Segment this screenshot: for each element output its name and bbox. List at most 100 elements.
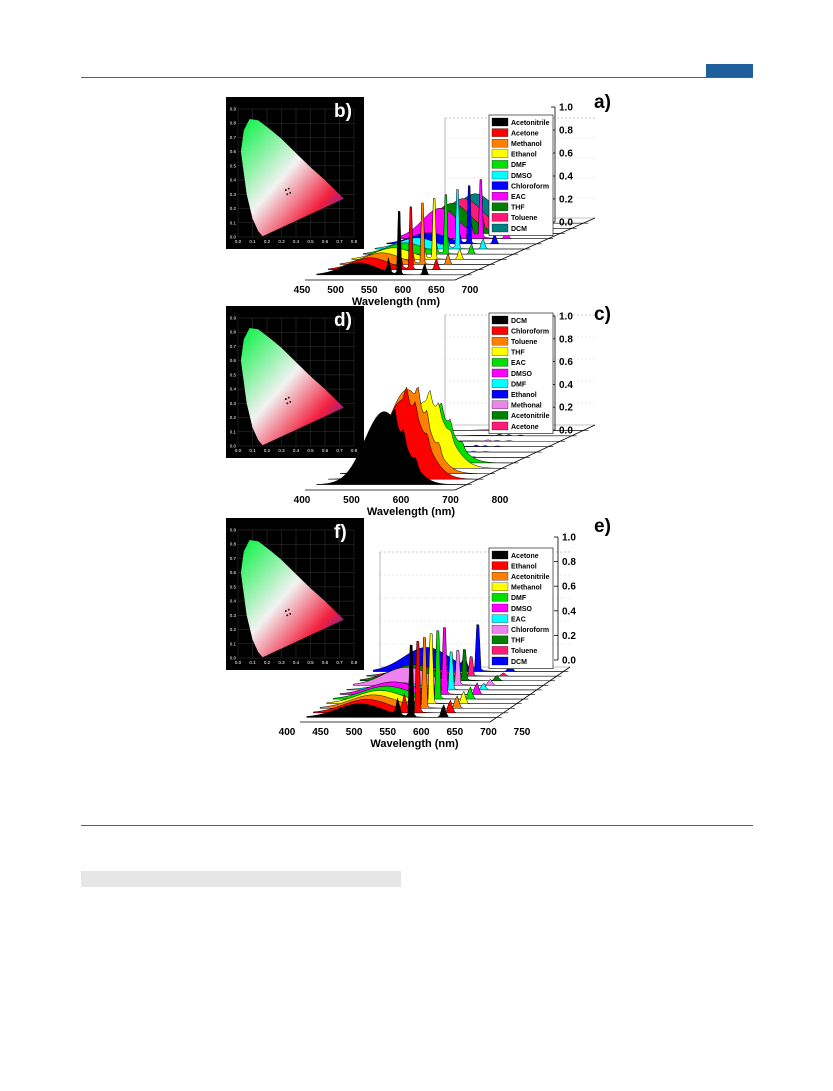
spectrum-acetone	[328, 206, 479, 270]
legend-swatch	[491, 614, 509, 623]
cie-x-tick: 0.6	[322, 448, 329, 453]
cie-y-tick: 0.9	[230, 528, 237, 533]
cie-x-tick: 0.5	[307, 448, 314, 453]
x-tick-label: 700	[480, 727, 497, 738]
spectrum-dmf	[363, 194, 514, 255]
z-tick-label: 0.2	[559, 195, 573, 206]
z-tick-label: 0.0	[562, 656, 576, 667]
footer-rule	[81, 825, 753, 826]
cie-x-tick: 0.3	[278, 448, 285, 453]
cie-point	[289, 613, 292, 615]
cie-y-tick: 0.9	[230, 316, 237, 321]
x-tick-label: 400	[279, 727, 296, 738]
x-tick-label: 600	[393, 495, 410, 506]
cie-point	[286, 614, 289, 617]
cie-y-tick: 0.0	[230, 444, 237, 449]
legend-label: DMSO	[511, 606, 533, 613]
cie-y-tick: 0.5	[230, 584, 237, 589]
legend-label: THF	[511, 205, 525, 212]
legend-label: Acetone	[511, 130, 539, 137]
legend-swatch	[491, 635, 509, 644]
cie-x-tick: 0.0	[235, 660, 242, 665]
spectrum-methanol	[339, 202, 490, 265]
legend-swatch	[491, 160, 509, 169]
x-tick-label: 800	[492, 495, 509, 506]
cie-x-tick: 0.2	[264, 448, 271, 453]
cie-x-tick: 0.8	[351, 448, 358, 453]
cie-point	[287, 396, 290, 399]
legend-swatch	[491, 400, 509, 409]
cie-x-tick: 0.5	[307, 239, 314, 244]
legend-label: DMSO	[511, 371, 533, 378]
z-tick-label: 1.0	[559, 312, 573, 323]
x-tick-label: 650	[428, 285, 445, 296]
cie-x-tick: 0.3	[278, 239, 285, 244]
legend-label: Toluene	[511, 339, 537, 346]
cie-inset: 0.0 0.1 0.2 0.3 0.4 0.5 0.6 0.7 0.8 0.0 0.1 0.2 0.3 0…	[226, 97, 364, 249]
legend-label: Acetone	[511, 424, 539, 431]
legend-swatch	[491, 192, 509, 201]
legend-swatch	[491, 411, 509, 420]
cie-point	[289, 401, 292, 403]
panel-label: a)	[594, 92, 611, 113]
panel-label: e)	[594, 516, 611, 537]
spectrum-dcm	[316, 409, 467, 485]
legend-swatch	[491, 202, 509, 211]
cie-y-tick: 0.1	[230, 429, 237, 434]
legend-swatch	[491, 368, 509, 378]
z-tick-label: 0.0	[559, 426, 573, 437]
legend-swatch	[491, 656, 509, 666]
legend-swatch	[491, 379, 509, 388]
z-tick-label: 0.2	[559, 403, 573, 414]
legend-label: Toluene	[511, 215, 537, 222]
cie-x-tick: 0.5	[307, 660, 314, 665]
z-tick-label: 1.0	[559, 103, 573, 114]
legend-label: EAC	[511, 360, 526, 367]
x-axis-title: Wavelength (nm)	[367, 506, 456, 518]
legend-label: DCM	[511, 226, 527, 233]
legend-label: DMF	[511, 595, 527, 602]
cie-x-tick: 0.4	[293, 448, 300, 453]
caption-placeholder-bar	[81, 871, 401, 887]
legend-swatch	[491, 550, 509, 560]
cie-x-tick: 0.6	[322, 660, 329, 665]
x-tick-label: 500	[346, 727, 363, 738]
cie-y-tick: 0.6	[230, 570, 237, 575]
cie-point	[289, 192, 292, 194]
spectrum-acetonitrile	[316, 210, 467, 276]
legend-label: EAC	[511, 616, 526, 623]
legend-swatch	[491, 582, 509, 591]
legend-label: Ethanol	[511, 563, 537, 570]
cie-x-tick: 0.8	[351, 239, 358, 244]
cie-x-tick: 0.7	[336, 239, 343, 244]
cie-point	[287, 608, 290, 611]
z-tick-label: 0.6	[562, 582, 576, 593]
cie-y-tick: 0.6	[230, 358, 237, 363]
cie-y-tick: 0.1	[230, 220, 237, 225]
z-tick-label: 0.4	[559, 172, 573, 183]
legend-label: Acetonitrile	[511, 120, 550, 127]
cie-x-tick: 0.2	[264, 239, 271, 244]
legend-label: Ethanol	[511, 392, 537, 399]
cie-y-tick: 0.4	[230, 387, 237, 392]
legend-swatch	[491, 390, 509, 399]
cie-y-tick: 0.3	[230, 613, 237, 618]
cie-y-tick: 0.9	[230, 107, 237, 112]
x-axis-title: Wavelength (nm)	[370, 738, 459, 750]
cie-locus	[240, 118, 344, 237]
inset-label: b)	[334, 101, 352, 122]
x-tick-label: 700	[462, 285, 479, 296]
legend-label: THF	[511, 638, 525, 645]
cie-x-tick: 0.0	[235, 448, 242, 453]
cie-y-tick: 0.6	[230, 149, 237, 154]
z-tick-label: 0.6	[559, 357, 573, 368]
cie-x-tick: 0.3	[278, 660, 285, 665]
cie-y-tick: 0.8	[230, 121, 237, 126]
cie-x-tick: 0.0	[235, 239, 242, 244]
z-tick-label: 0.4	[562, 606, 576, 617]
cie-y-tick: 0.5	[230, 372, 237, 377]
x-tick-label: 650	[447, 727, 464, 738]
z-tick-label: 0.8	[559, 126, 573, 137]
legend-label: THF	[511, 350, 525, 357]
